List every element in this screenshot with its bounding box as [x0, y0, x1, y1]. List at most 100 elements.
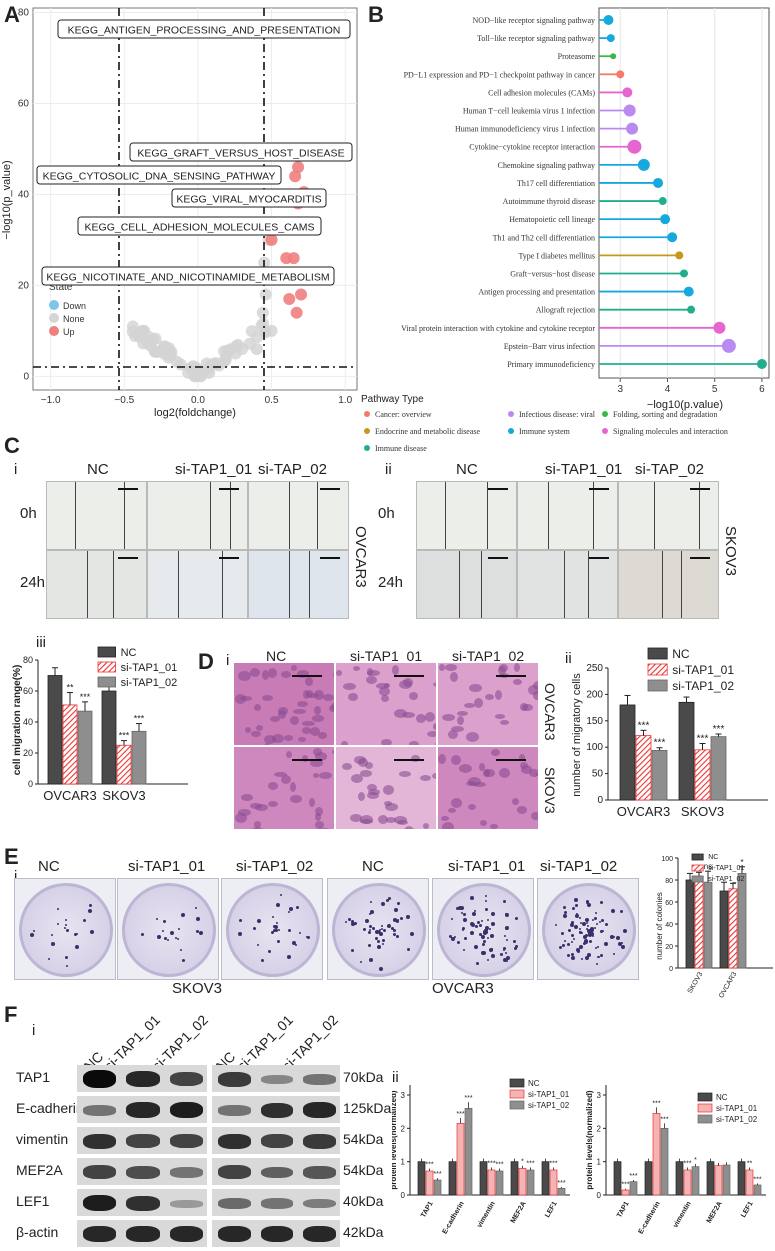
colony: [566, 954, 570, 958]
blot-band: [260, 1166, 294, 1179]
migratory-cell: [315, 807, 323, 816]
colony: [585, 917, 590, 922]
migratory-cell: [319, 772, 332, 779]
migratory-cell: [365, 762, 373, 769]
lollipop-legend-swatch: [508, 428, 514, 434]
colony: [564, 911, 568, 915]
colony: [479, 933, 483, 937]
volcano-point-none: [192, 368, 205, 381]
volcano-point-none: [265, 324, 278, 337]
blot-kda-label: 40kDa: [343, 1193, 384, 1209]
colony: [470, 930, 475, 935]
lollipop-dot: [637, 158, 650, 171]
colony: [277, 929, 280, 932]
colony: [596, 963, 599, 966]
bar-significance: ***: [638, 720, 650, 731]
scale-bar: [320, 557, 340, 559]
blot-band: [83, 1105, 117, 1116]
colony: [579, 928, 582, 931]
colony: [584, 956, 589, 961]
bar-f-ylabel: protein levels(normalized): [585, 1090, 594, 1189]
colony: [274, 925, 279, 930]
blot-band: [260, 1102, 294, 1118]
wound-micrograph: [46, 481, 147, 550]
volcano-ytick-label: 80: [18, 8, 30, 19]
migratory-cell: [245, 727, 251, 733]
colony: [393, 917, 398, 922]
colony: [490, 934, 494, 939]
bar-ytick-label: 40: [23, 717, 33, 727]
bar-f-significance: ***: [487, 1161, 495, 1168]
bar-f-bar: [433, 1179, 442, 1196]
migratory-cell: [528, 685, 538, 695]
colony: [386, 923, 391, 928]
colony: [395, 935, 399, 939]
bar-f-significance: *: [694, 1157, 697, 1164]
blot-strip: [77, 1096, 207, 1123]
colony: [620, 942, 623, 945]
bar-legend-label: si-TAP1_02: [121, 677, 178, 689]
blot-band: [169, 1134, 203, 1149]
bar-f-significance: ***: [753, 1176, 761, 1183]
wound-micrograph: [248, 481, 349, 550]
bar: [101, 690, 117, 785]
colony: [487, 936, 489, 939]
panel-label-d: D: [198, 649, 214, 674]
d-roman-ii: ii: [565, 650, 572, 667]
lollipop-grid: [619, 8, 763, 378]
colony: [57, 923, 60, 926]
colony: [574, 904, 578, 908]
bar-d-ylabel: number of migratory cells: [571, 673, 583, 797]
migratory-cell: [474, 698, 483, 708]
migratory-cell: [520, 703, 528, 711]
colony: [584, 939, 589, 944]
lollipop-legend-label: Signaling molecules and interaction: [613, 427, 728, 436]
migratory-cell: [491, 749, 500, 756]
colony: [491, 947, 494, 950]
volcano-legend-label: Up: [63, 327, 75, 337]
colony: [305, 936, 308, 939]
lollipop-items: NOD−like receptor signaling pathway Toll−…: [401, 15, 767, 369]
colony: [600, 919, 604, 923]
colony: [586, 900, 590, 904]
colony: [392, 928, 396, 932]
bar: [728, 888, 738, 969]
bar-f-legend-label: si-TAP1_02: [528, 1101, 570, 1110]
colony: [75, 944, 80, 949]
lollipop-xtick-label: 6: [759, 384, 765, 395]
bar-ytick-label: 100: [586, 742, 603, 753]
wound-edge-right: [588, 551, 589, 618]
migratory-cell: [281, 671, 291, 678]
bar-significance: *: [740, 858, 743, 867]
colony: [586, 924, 589, 927]
volcano-annotations: KEGG_ANTIGEN_PROCESSING_AND_PRESENTATION…: [36, 19, 353, 286]
bar-f-bar: [518, 1167, 527, 1196]
volcano-xtick-label: 0.0: [191, 395, 205, 406]
migratory-cell: [367, 670, 380, 676]
colony: [270, 931, 274, 935]
migratory-cell: [309, 798, 315, 807]
migratory-cell: [399, 771, 411, 777]
bar-f-ytick-label: 3: [401, 1091, 406, 1100]
blot-band: [126, 1195, 160, 1211]
colony: [490, 954, 495, 959]
colony: [390, 926, 394, 930]
colony: [287, 911, 290, 914]
lollipop-dot: [713, 321, 726, 334]
lollipop-pathway-label: Th1 and Th2 cell differentiation: [493, 233, 595, 242]
wound-cell-line-label: OVCAR3: [352, 526, 369, 588]
bar-f-group-label: vimentin: [672, 1201, 692, 1229]
transwell-micrograph: [336, 663, 436, 745]
volcano-legend-swatch: [49, 300, 59, 310]
bar: [685, 879, 695, 969]
migratory-cell: [302, 721, 315, 726]
wound-edge-left: [662, 551, 663, 618]
colony: [512, 939, 516, 943]
volcano-point-none: [126, 320, 139, 333]
lollipop-pathway-label: Epstein−Barr virus infection: [504, 342, 595, 351]
wound-edge-left: [210, 482, 211, 549]
volcano-point-none: [218, 345, 231, 358]
colony: [272, 924, 276, 928]
lollipop-legend-swatch: [508, 411, 514, 417]
wound-edge-right: [230, 482, 231, 549]
